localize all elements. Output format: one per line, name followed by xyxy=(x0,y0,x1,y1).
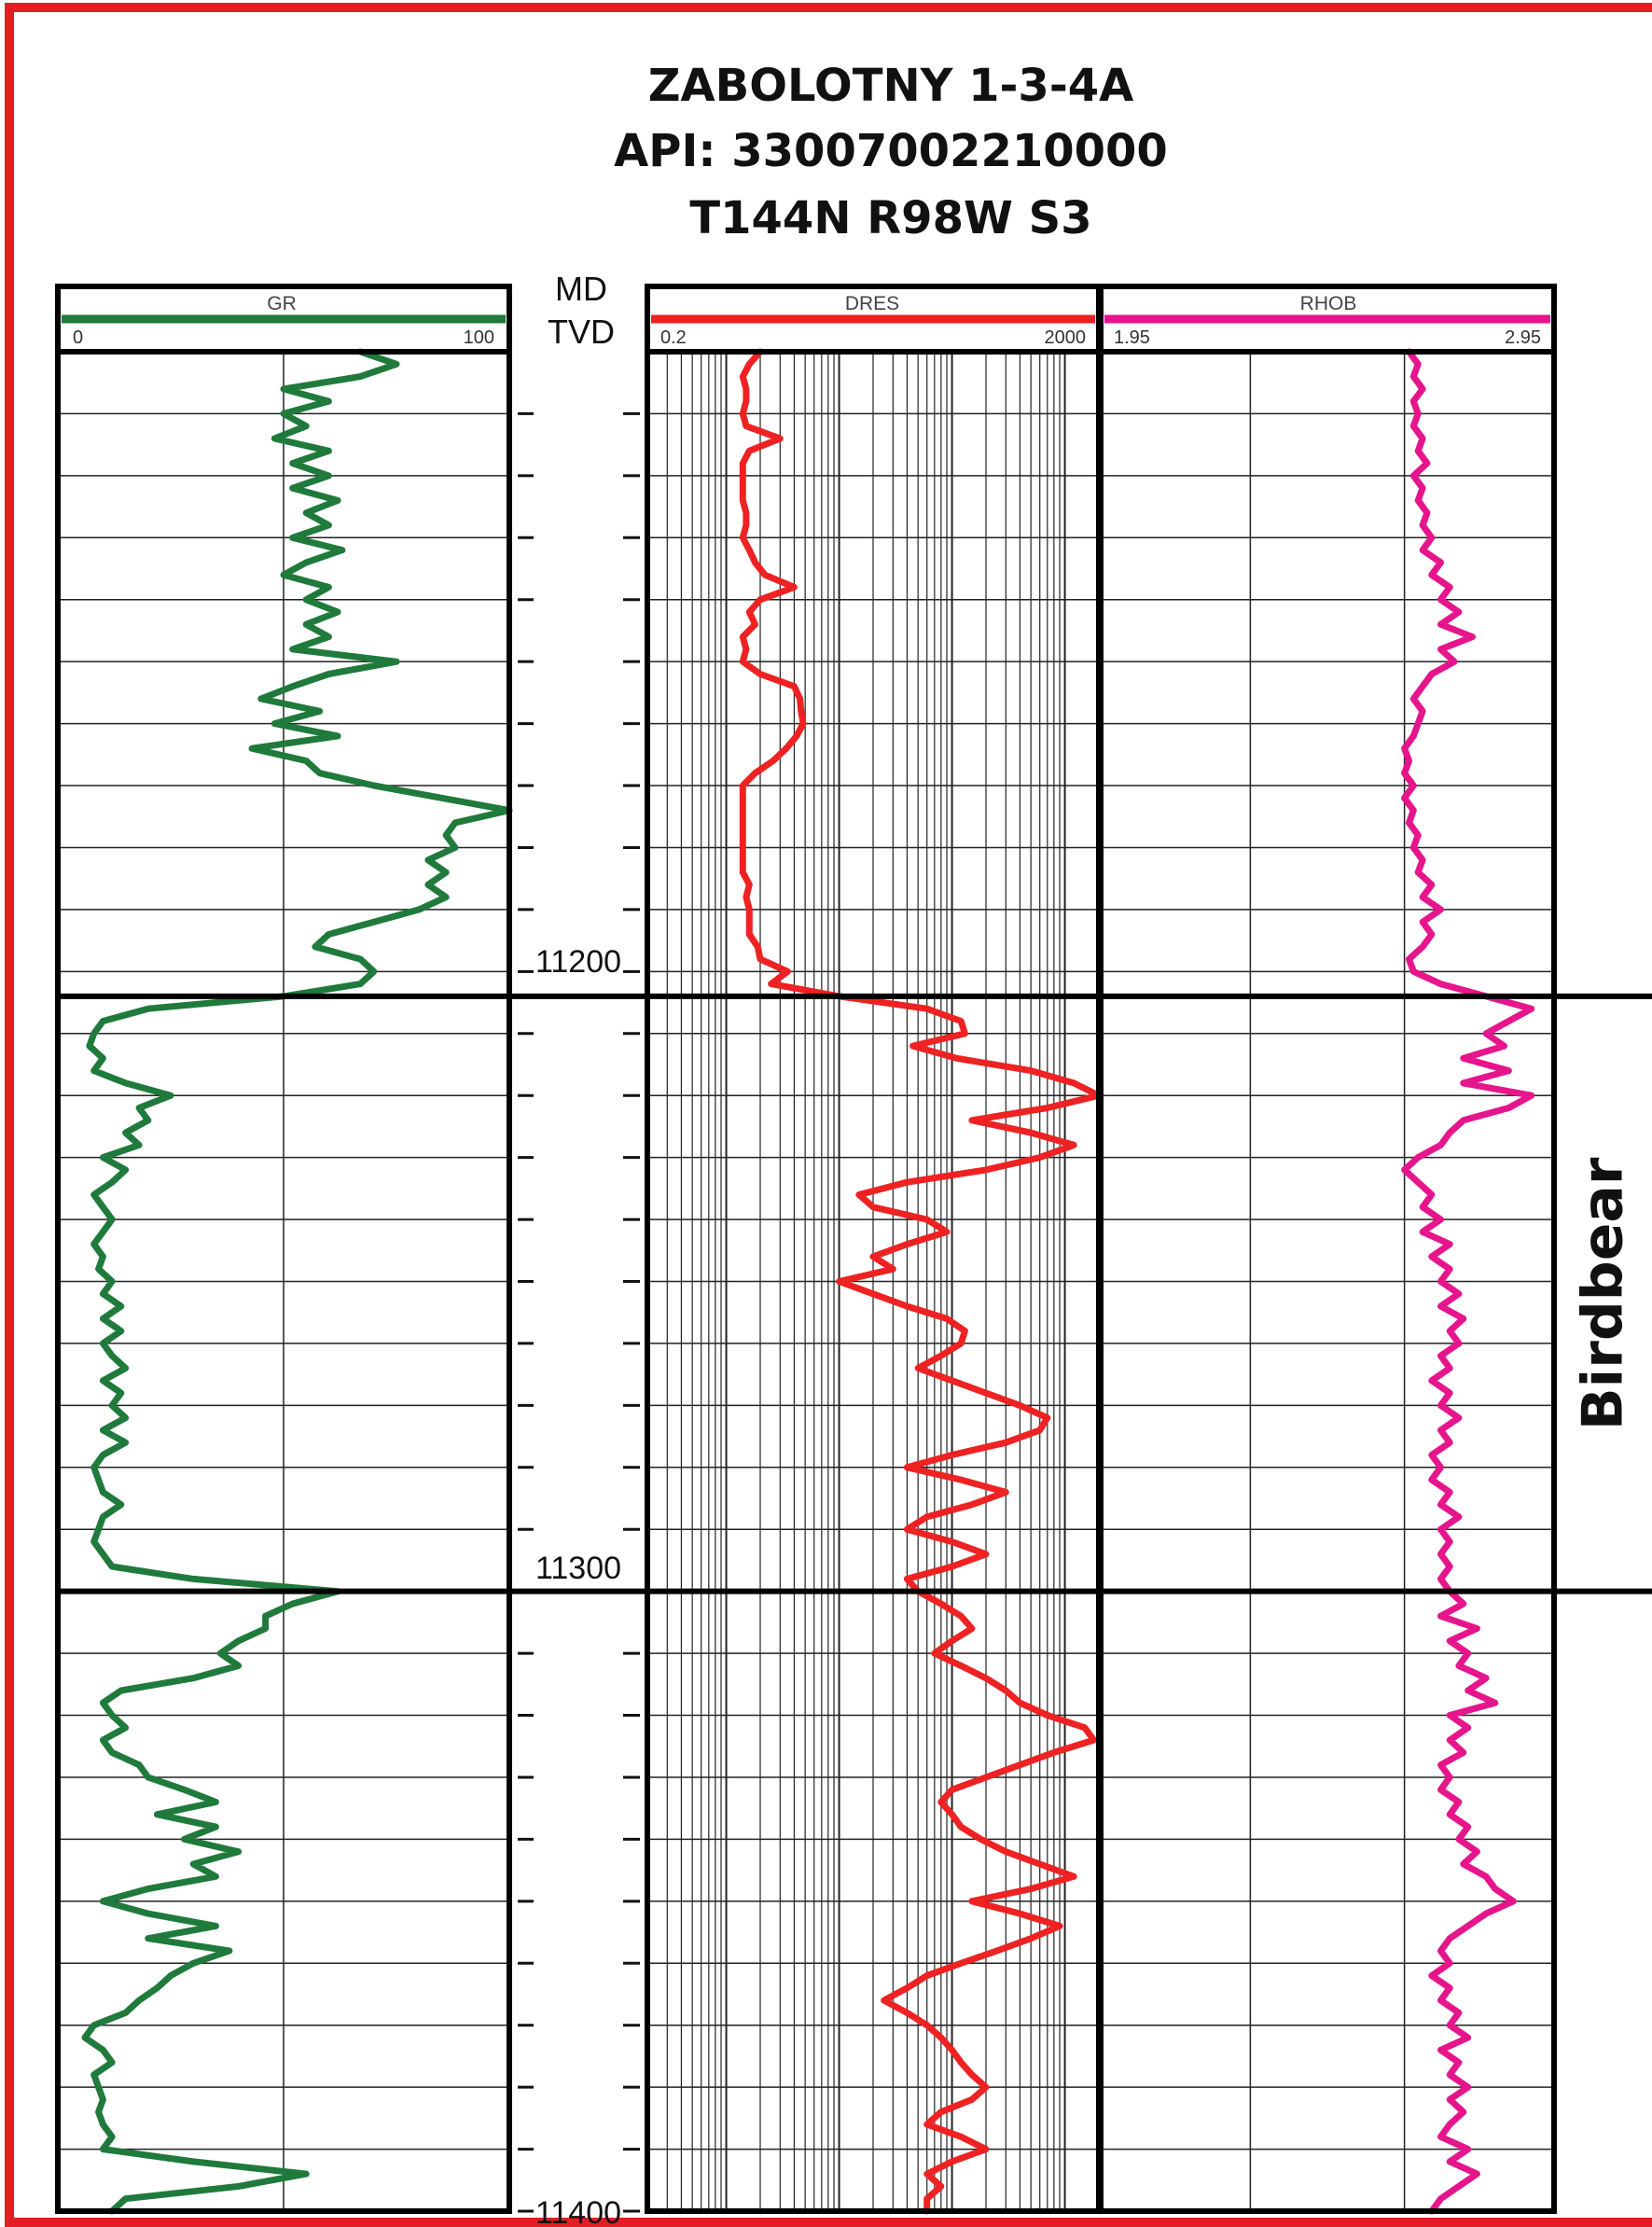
depth-header-md: MD xyxy=(555,270,607,308)
dres-track-header: DRES 0.2 2000 xyxy=(651,293,1095,348)
api-number-title: API: 33007002210000 xyxy=(614,125,1168,177)
well-name-title: ZABOLOTNY 1-3-4A xyxy=(648,60,1134,112)
track-borders xyxy=(55,284,1557,2214)
dres-scale-max: 2000 xyxy=(1045,327,1087,348)
rhob-curve xyxy=(1401,348,1535,2215)
depth-label-11300: 11300 xyxy=(535,1551,621,1586)
depth-label-11400: 11400 xyxy=(535,2195,621,2227)
depth-header-tvd: TVD xyxy=(548,313,615,351)
depth-label-11200: 11200 xyxy=(535,944,621,980)
gr-track-header: GR 0 100 xyxy=(62,293,506,348)
rhob-curve-name: RHOB xyxy=(1300,293,1357,314)
dres-curve-name: DRES xyxy=(845,293,899,314)
rhob-scale-max: 2.95 xyxy=(1505,327,1541,348)
formation-name-label: Birdbear xyxy=(1571,1157,1636,1430)
track-grids xyxy=(58,352,1554,2211)
gr-scale-min: 0 xyxy=(73,327,83,348)
rhob-scale-min: 1.95 xyxy=(1114,327,1150,348)
gr-curve xyxy=(81,348,513,2215)
gr-scale-max: 100 xyxy=(464,327,494,348)
rhob-track-header: RHOB 1.95 2.95 xyxy=(1104,293,1550,348)
dres-curve xyxy=(739,348,1103,2215)
gr-track-box xyxy=(55,349,512,2214)
rhob-track-box xyxy=(1098,349,1557,2214)
location-title: T144N R98W S3 xyxy=(689,192,1091,244)
dres-scale-min: 0.2 xyxy=(660,327,687,348)
depth-ticks xyxy=(518,411,640,2213)
gr-curve-name: GR xyxy=(267,293,297,314)
log-curves xyxy=(81,348,1535,2215)
